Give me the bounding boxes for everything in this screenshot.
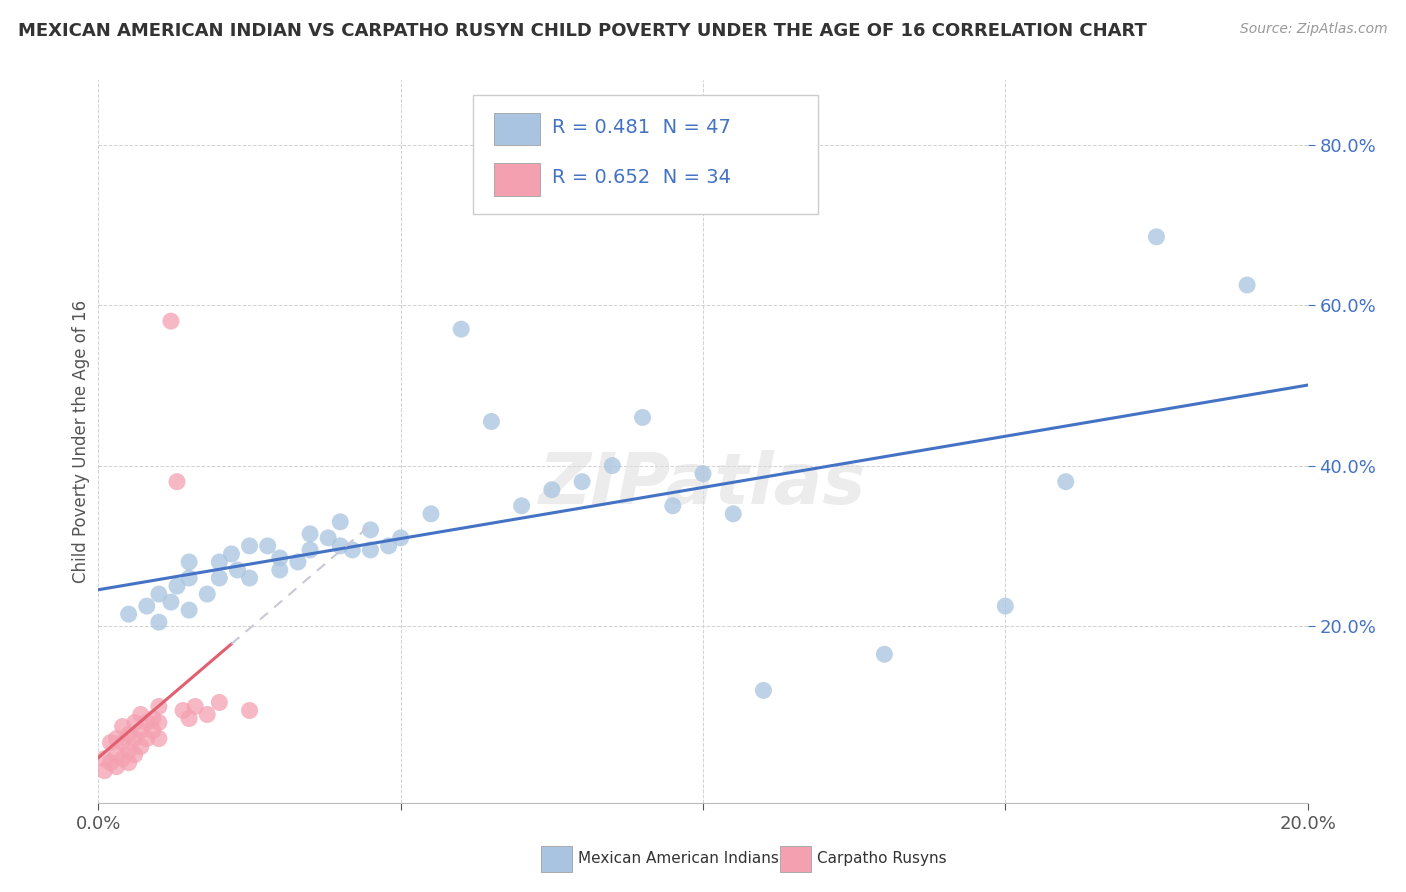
- Point: [226, 563, 249, 577]
- Point: [299, 526, 322, 541]
- Point: [287, 555, 309, 569]
- Text: MEXICAN AMERICAN INDIAN VS CARPATHO RUSYN CHILD POVERTY UNDER THE AGE OF 16 CORR: MEXICAN AMERICAN INDIAN VS CARPATHO RUSY…: [18, 22, 1147, 40]
- Point: [124, 747, 146, 762]
- Point: [723, 507, 745, 521]
- Point: [481, 414, 503, 428]
- Point: [1054, 475, 1077, 489]
- Point: [239, 571, 262, 585]
- Point: [100, 756, 122, 770]
- Point: [111, 719, 134, 733]
- Point: [195, 587, 218, 601]
- Point: [221, 547, 243, 561]
- Point: [256, 539, 278, 553]
- Y-axis label: Child Poverty Under the Age of 16: Child Poverty Under the Age of 16: [72, 300, 90, 583]
- Text: R = 0.652  N = 34: R = 0.652 N = 34: [551, 169, 731, 187]
- Point: [329, 539, 352, 553]
- Point: [160, 314, 183, 328]
- Point: [269, 551, 291, 566]
- Point: [142, 723, 165, 738]
- Point: [1236, 277, 1258, 292]
- Point: [510, 499, 533, 513]
- Point: [166, 579, 188, 593]
- Point: [129, 739, 152, 754]
- Point: [105, 760, 128, 774]
- Point: [135, 599, 157, 614]
- Point: [148, 615, 170, 630]
- Point: [166, 475, 188, 489]
- Point: [118, 756, 141, 770]
- Point: [661, 499, 683, 513]
- Point: [329, 515, 352, 529]
- Point: [571, 475, 593, 489]
- Point: [631, 410, 654, 425]
- Point: [93, 764, 115, 778]
- Point: [111, 735, 134, 749]
- Point: [450, 322, 472, 336]
- Point: [148, 587, 170, 601]
- Point: [873, 648, 896, 662]
- Point: [129, 723, 152, 738]
- Point: [129, 707, 152, 722]
- Point: [692, 467, 714, 481]
- Point: [179, 603, 201, 617]
- Point: [118, 607, 141, 621]
- Point: [105, 731, 128, 746]
- Point: [172, 703, 194, 717]
- Point: [269, 563, 291, 577]
- Text: Mexican American Indians: Mexican American Indians: [578, 852, 779, 866]
- Point: [135, 731, 157, 746]
- Text: Carpatho Rusyns: Carpatho Rusyns: [817, 852, 946, 866]
- FancyBboxPatch shape: [494, 163, 540, 196]
- Point: [239, 539, 262, 553]
- Point: [179, 571, 201, 585]
- Point: [752, 683, 775, 698]
- Point: [111, 751, 134, 765]
- Point: [179, 712, 201, 726]
- FancyBboxPatch shape: [474, 95, 818, 214]
- Point: [100, 735, 122, 749]
- Point: [118, 744, 141, 758]
- Point: [360, 542, 382, 557]
- Point: [239, 703, 262, 717]
- Point: [195, 707, 218, 722]
- Text: ZIPatlas: ZIPatlas: [540, 450, 866, 519]
- Point: [148, 715, 170, 730]
- Point: [124, 731, 146, 746]
- Point: [342, 542, 364, 557]
- Point: [360, 523, 382, 537]
- Point: [93, 751, 115, 765]
- Point: [142, 712, 165, 726]
- Point: [602, 458, 624, 473]
- Point: [994, 599, 1017, 614]
- Point: [299, 542, 322, 557]
- Point: [148, 731, 170, 746]
- Point: [208, 696, 231, 710]
- Point: [389, 531, 412, 545]
- FancyBboxPatch shape: [494, 112, 540, 145]
- Point: [124, 715, 146, 730]
- Point: [420, 507, 443, 521]
- Point: [160, 595, 183, 609]
- Text: Source: ZipAtlas.com: Source: ZipAtlas.com: [1240, 22, 1388, 37]
- Point: [208, 571, 231, 585]
- Point: [148, 699, 170, 714]
- Point: [118, 728, 141, 742]
- Point: [316, 531, 339, 545]
- Point: [135, 715, 157, 730]
- Point: [105, 747, 128, 762]
- Text: R = 0.481  N = 47: R = 0.481 N = 47: [551, 118, 731, 136]
- Point: [1144, 229, 1167, 244]
- Point: [208, 555, 231, 569]
- Point: [540, 483, 562, 497]
- Point: [377, 539, 399, 553]
- Point: [184, 699, 207, 714]
- Point: [179, 555, 201, 569]
